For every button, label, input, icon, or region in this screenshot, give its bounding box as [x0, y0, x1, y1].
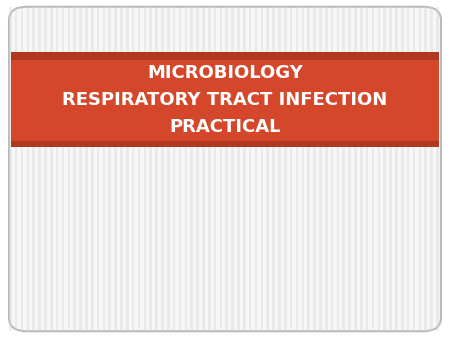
Bar	[354, 7, 357, 331]
Bar	[424, 7, 427, 331]
Bar	[56, 7, 58, 331]
Bar	[184, 7, 187, 331]
Bar	[225, 7, 228, 331]
Bar	[325, 7, 328, 331]
Bar	[348, 7, 351, 331]
Bar	[278, 7, 281, 331]
Bar	[272, 7, 275, 331]
Bar	[313, 7, 316, 331]
Bar	[319, 7, 322, 331]
Bar	[27, 7, 29, 331]
Bar	[372, 7, 374, 331]
Bar	[243, 7, 246, 331]
Bar	[383, 7, 386, 331]
Bar	[231, 7, 234, 331]
Bar	[62, 7, 64, 331]
Bar	[85, 7, 88, 331]
Bar	[114, 7, 117, 331]
Bar	[161, 7, 164, 331]
Bar	[255, 7, 257, 331]
Bar	[190, 7, 193, 331]
Bar	[266, 7, 269, 331]
Bar	[331, 7, 333, 331]
Bar	[366, 7, 369, 331]
Bar	[126, 7, 129, 331]
Bar	[378, 7, 380, 331]
Bar	[155, 7, 158, 331]
Bar	[79, 7, 82, 331]
Bar	[15, 7, 18, 331]
Text: RESPIRATORY TRACT INFECTION: RESPIRATORY TRACT INFECTION	[63, 91, 387, 110]
Bar	[144, 7, 146, 331]
Text: PRACTICAL: PRACTICAL	[169, 118, 281, 137]
Bar	[284, 7, 287, 331]
Bar	[9, 7, 12, 331]
Bar	[296, 7, 298, 331]
Bar	[261, 7, 263, 331]
Bar	[413, 7, 415, 331]
Bar	[196, 7, 199, 331]
Bar	[401, 7, 404, 331]
Bar	[290, 7, 292, 331]
Bar	[91, 7, 94, 331]
Bar	[97, 7, 99, 331]
Bar	[120, 7, 123, 331]
Bar	[173, 7, 176, 331]
Bar	[208, 7, 211, 331]
Bar	[179, 7, 181, 331]
Bar	[68, 7, 70, 331]
Bar	[149, 7, 152, 331]
Bar	[21, 7, 23, 331]
Bar	[11, 141, 439, 147]
Bar	[389, 7, 392, 331]
Bar	[307, 7, 310, 331]
FancyBboxPatch shape	[9, 7, 441, 331]
Bar	[38, 7, 41, 331]
Bar	[342, 7, 345, 331]
Bar	[132, 7, 135, 331]
Bar	[214, 7, 216, 331]
Bar	[237, 7, 240, 331]
Text: MICROBIOLOGY: MICROBIOLOGY	[147, 64, 303, 82]
Bar	[32, 7, 35, 331]
Bar	[360, 7, 363, 331]
Bar	[337, 7, 339, 331]
Bar	[302, 7, 304, 331]
Bar	[202, 7, 205, 331]
Bar	[50, 7, 53, 331]
Bar	[249, 7, 252, 331]
Bar	[108, 7, 111, 331]
Bar	[11, 52, 439, 60]
Bar	[407, 7, 410, 331]
Bar	[430, 7, 433, 331]
Bar	[73, 7, 76, 331]
Bar	[418, 7, 421, 331]
Bar	[395, 7, 398, 331]
Bar	[11, 52, 439, 147]
Bar	[44, 7, 47, 331]
Bar	[220, 7, 222, 331]
Bar	[138, 7, 140, 331]
Bar	[103, 7, 105, 331]
Bar	[167, 7, 170, 331]
Bar	[436, 7, 439, 331]
